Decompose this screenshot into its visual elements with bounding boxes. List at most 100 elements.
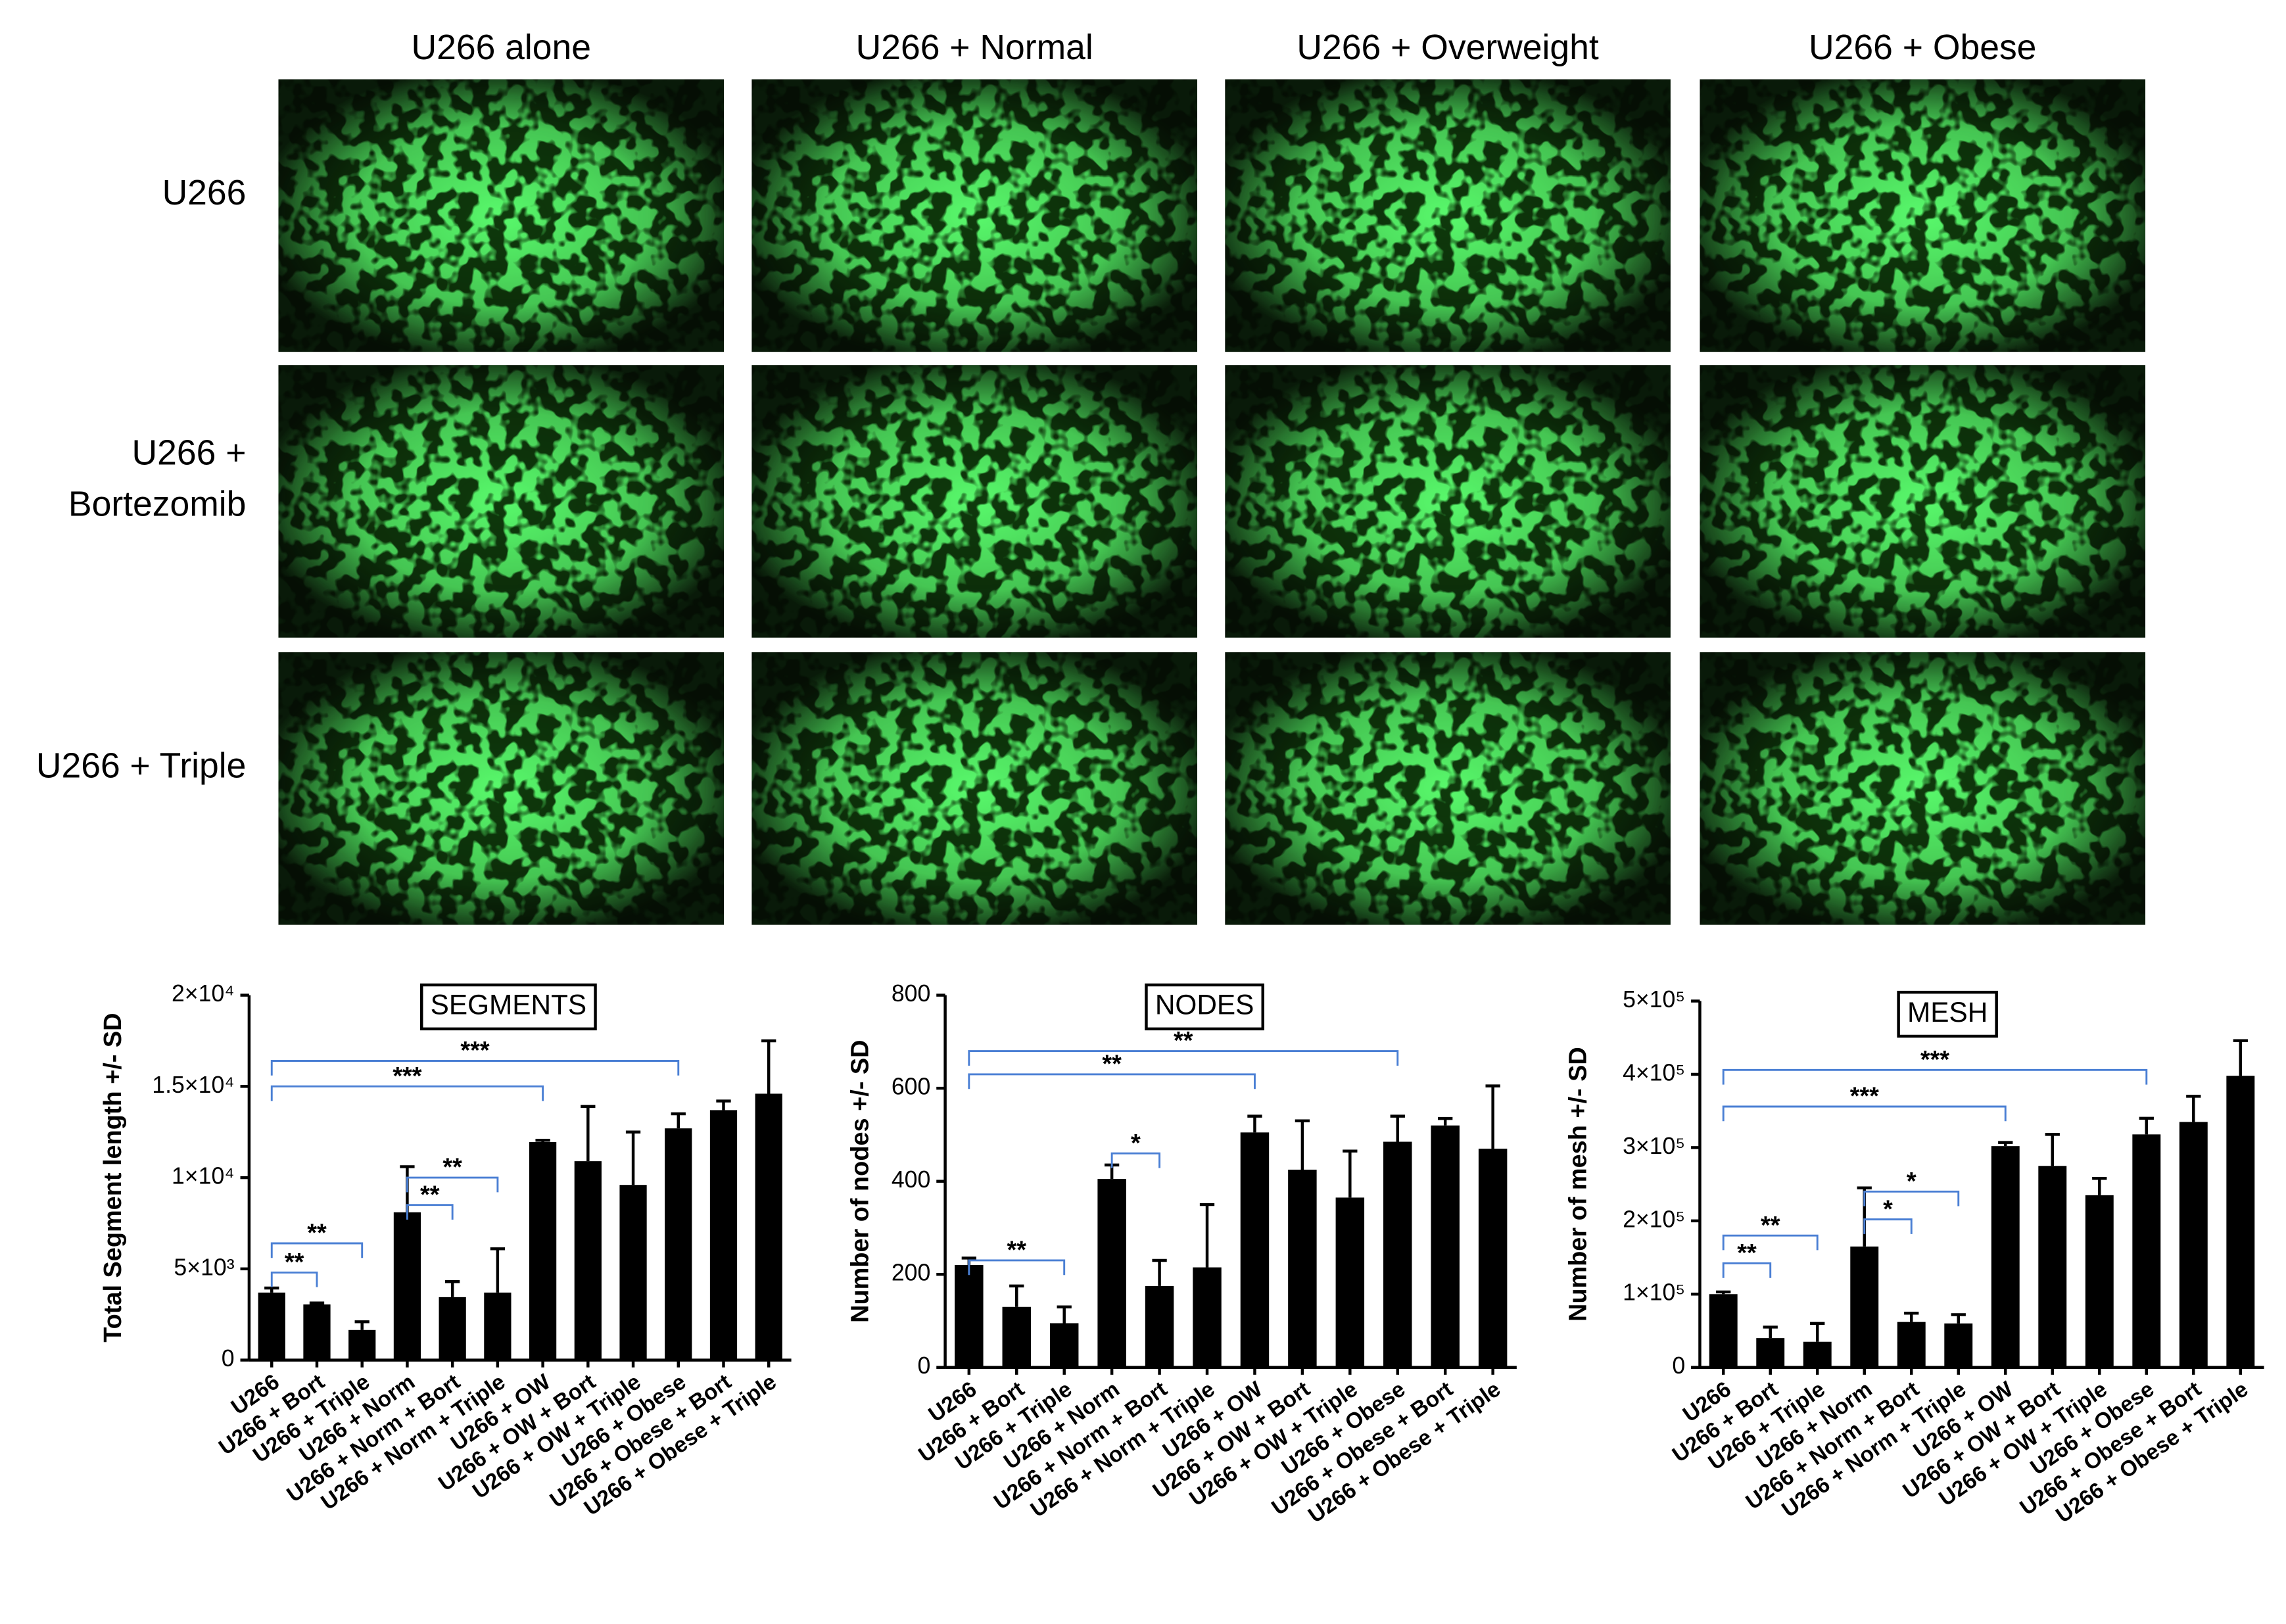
bar (1383, 1141, 1412, 1368)
bar (574, 1161, 602, 1360)
significance-label: ** (1737, 1239, 1757, 1267)
chart-title: NODES (1155, 990, 1254, 1020)
bar (1756, 1338, 1785, 1368)
row-label: Bortezomib (68, 485, 247, 523)
bar (1850, 1246, 1879, 1368)
error-bar (625, 1130, 641, 1185)
significance-label: ** (442, 1154, 462, 1182)
y-tick-label: 600 (892, 1074, 931, 1100)
error-bar (2233, 1039, 2248, 1076)
significance-bracket (968, 1259, 1066, 1276)
significance-bracket (1722, 1234, 1819, 1251)
error-bar (581, 1105, 596, 1162)
y-tick-label: 3×10⁵ (1623, 1133, 1685, 1159)
error-bar (1390, 1114, 1405, 1142)
micrograph (1700, 652, 2145, 925)
significance-label: * (1907, 1168, 1917, 1195)
bar (955, 1265, 984, 1368)
error-bar (716, 1099, 731, 1111)
y-tick-label: 200 (892, 1260, 931, 1286)
significance-bracket (1722, 1262, 1772, 1278)
y-tick-label: 400 (892, 1166, 931, 1193)
column-label: U266 alone (411, 28, 591, 67)
significance-bracket (406, 1204, 454, 1220)
error-bar (1152, 1258, 1167, 1286)
error-bar (1904, 1312, 1919, 1322)
y-tick-label: 1.5×10⁴ (152, 1072, 234, 1098)
bar (755, 1093, 782, 1360)
y-tick-label: 800 (892, 980, 931, 1007)
error-bar (1951, 1313, 1966, 1324)
bar (1145, 1285, 1174, 1368)
significance-bracket (1863, 1218, 1913, 1234)
y-tick-label: 1×10⁵ (1623, 1279, 1685, 1306)
y-tick-label: 0 (222, 1345, 235, 1372)
bar (1709, 1294, 1738, 1368)
column-label: U266 + Overweight (1297, 28, 1598, 67)
significance-bracket (1722, 1068, 2148, 1085)
bar (484, 1292, 512, 1360)
y-tick-label: 2×10⁵ (1623, 1206, 1685, 1232)
error-bar (671, 1112, 686, 1129)
error-bar (1343, 1149, 1358, 1198)
bar (1335, 1197, 1365, 1368)
micrograph (1700, 365, 2145, 638)
error-bar (354, 1320, 369, 1330)
significance-bracket (270, 1271, 318, 1287)
bar (1991, 1146, 2020, 1368)
chart-title: SEGMENTS (431, 990, 587, 1020)
bar (665, 1128, 692, 1360)
bar (2226, 1076, 2255, 1368)
error-bar (2092, 1176, 2107, 1195)
error-bar (1485, 1084, 1500, 1149)
title-box (1145, 983, 1264, 1031)
significance-bracket (270, 1242, 364, 1258)
significance-bracket (270, 1085, 544, 1101)
error-bar (2045, 1133, 2060, 1166)
error-bar (1998, 1141, 2013, 1147)
error-bar (264, 1286, 279, 1293)
y-tick-label: 4×10⁵ (1623, 1059, 1685, 1086)
bar (529, 1141, 557, 1360)
bar (2132, 1134, 2161, 1368)
bar (1240, 1132, 1270, 1368)
row-label: U266 + Triple (36, 746, 247, 785)
significance-label: ** (1761, 1212, 1780, 1239)
error-bar (1247, 1114, 1262, 1133)
error-bar (535, 1138, 550, 1142)
bar (2038, 1166, 2067, 1368)
bar (619, 1185, 647, 1360)
significance-label: *** (460, 1037, 489, 1064)
error-bar (1716, 1290, 1731, 1295)
error-bar (445, 1280, 460, 1297)
bar (1897, 1322, 1926, 1368)
row-label: U266 (162, 174, 247, 212)
bar (348, 1329, 376, 1360)
y-axis-label: Number of nodes +/- SD (847, 1039, 874, 1322)
error-bar (1763, 1325, 1778, 1339)
y-tick-label: 0 (1672, 1352, 1685, 1379)
title-box (420, 983, 597, 1031)
micrograph (1700, 80, 2145, 352)
significance-label: * (1131, 1130, 1141, 1157)
error-bar (1295, 1119, 1310, 1170)
significance-label: *** (1920, 1046, 1949, 1074)
significance-label: *** (1850, 1083, 1879, 1111)
significance-bracket (1722, 1105, 2007, 1122)
micrograph (751, 652, 1197, 925)
bar (1944, 1323, 1973, 1368)
micrograph (1225, 365, 1671, 638)
significance-label: ** (420, 1181, 440, 1208)
micrograph (278, 365, 724, 638)
y-tick-label: 2×10⁴ (172, 980, 235, 1007)
micrograph (278, 652, 724, 925)
title-box (1897, 990, 1998, 1038)
significance-bracket (968, 1073, 1256, 1089)
error-bar (490, 1247, 506, 1293)
column-label: U266 + Obese (1809, 28, 2036, 67)
bar (1803, 1341, 1832, 1368)
row-label: U266 + (131, 433, 246, 472)
bar (1288, 1169, 1317, 1368)
micrograph (1225, 652, 1671, 925)
